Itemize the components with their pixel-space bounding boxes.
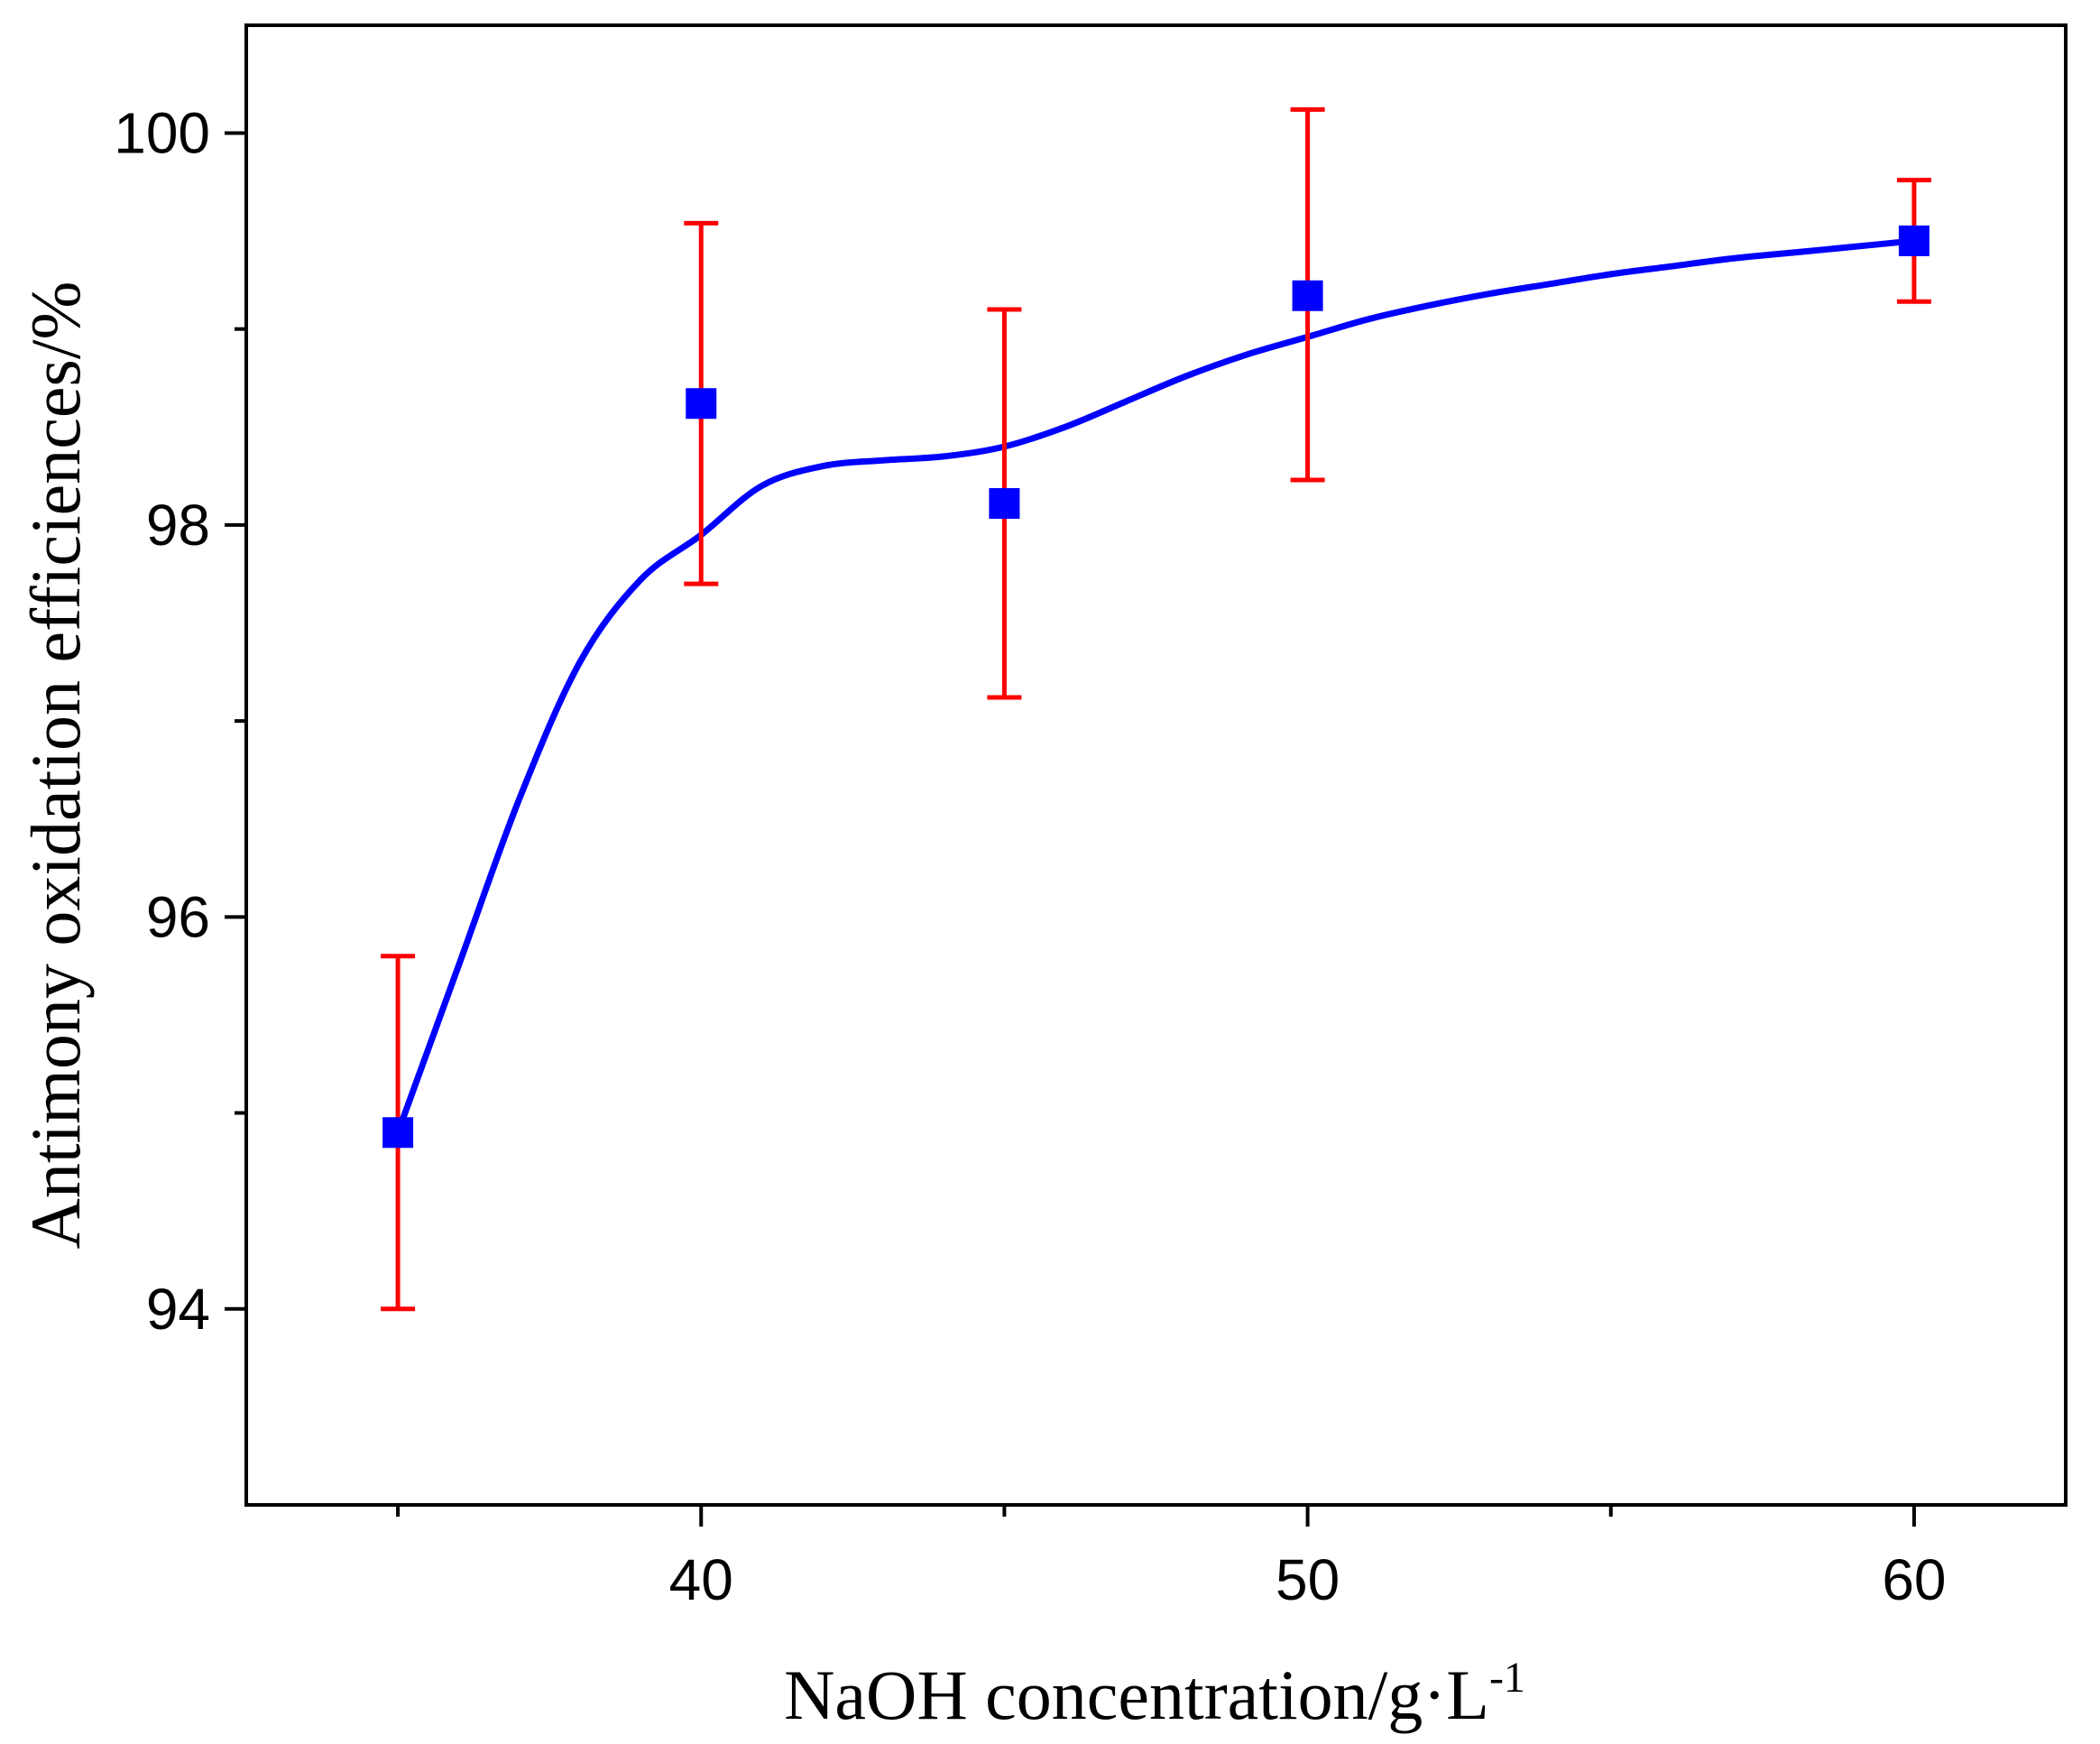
data-point-marker [686, 388, 717, 420]
y-axis-title: Antimony oxidation efficiences/% [16, 281, 95, 1250]
x-tick-label: 40 [669, 1547, 733, 1612]
y-tick-label: 98 [146, 493, 210, 558]
y-tick-label: 96 [146, 884, 210, 949]
y-tick-label: 94 [146, 1277, 210, 1342]
x-axis-title: NaOH concentration/g·L-1 [784, 1654, 1525, 1734]
fit-curve [394, 237, 1918, 1136]
data-point-marker [1292, 280, 1323, 311]
plot-frame [244, 23, 2068, 1507]
data-point-marker [989, 488, 1020, 520]
x-tick-label: 50 [1276, 1547, 1340, 1612]
data-point-marker [1898, 225, 1930, 256]
x-tick-label: 60 [1882, 1547, 1946, 1612]
y-tick-label: 100 [114, 100, 210, 165]
data-point-marker [382, 1117, 414, 1149]
